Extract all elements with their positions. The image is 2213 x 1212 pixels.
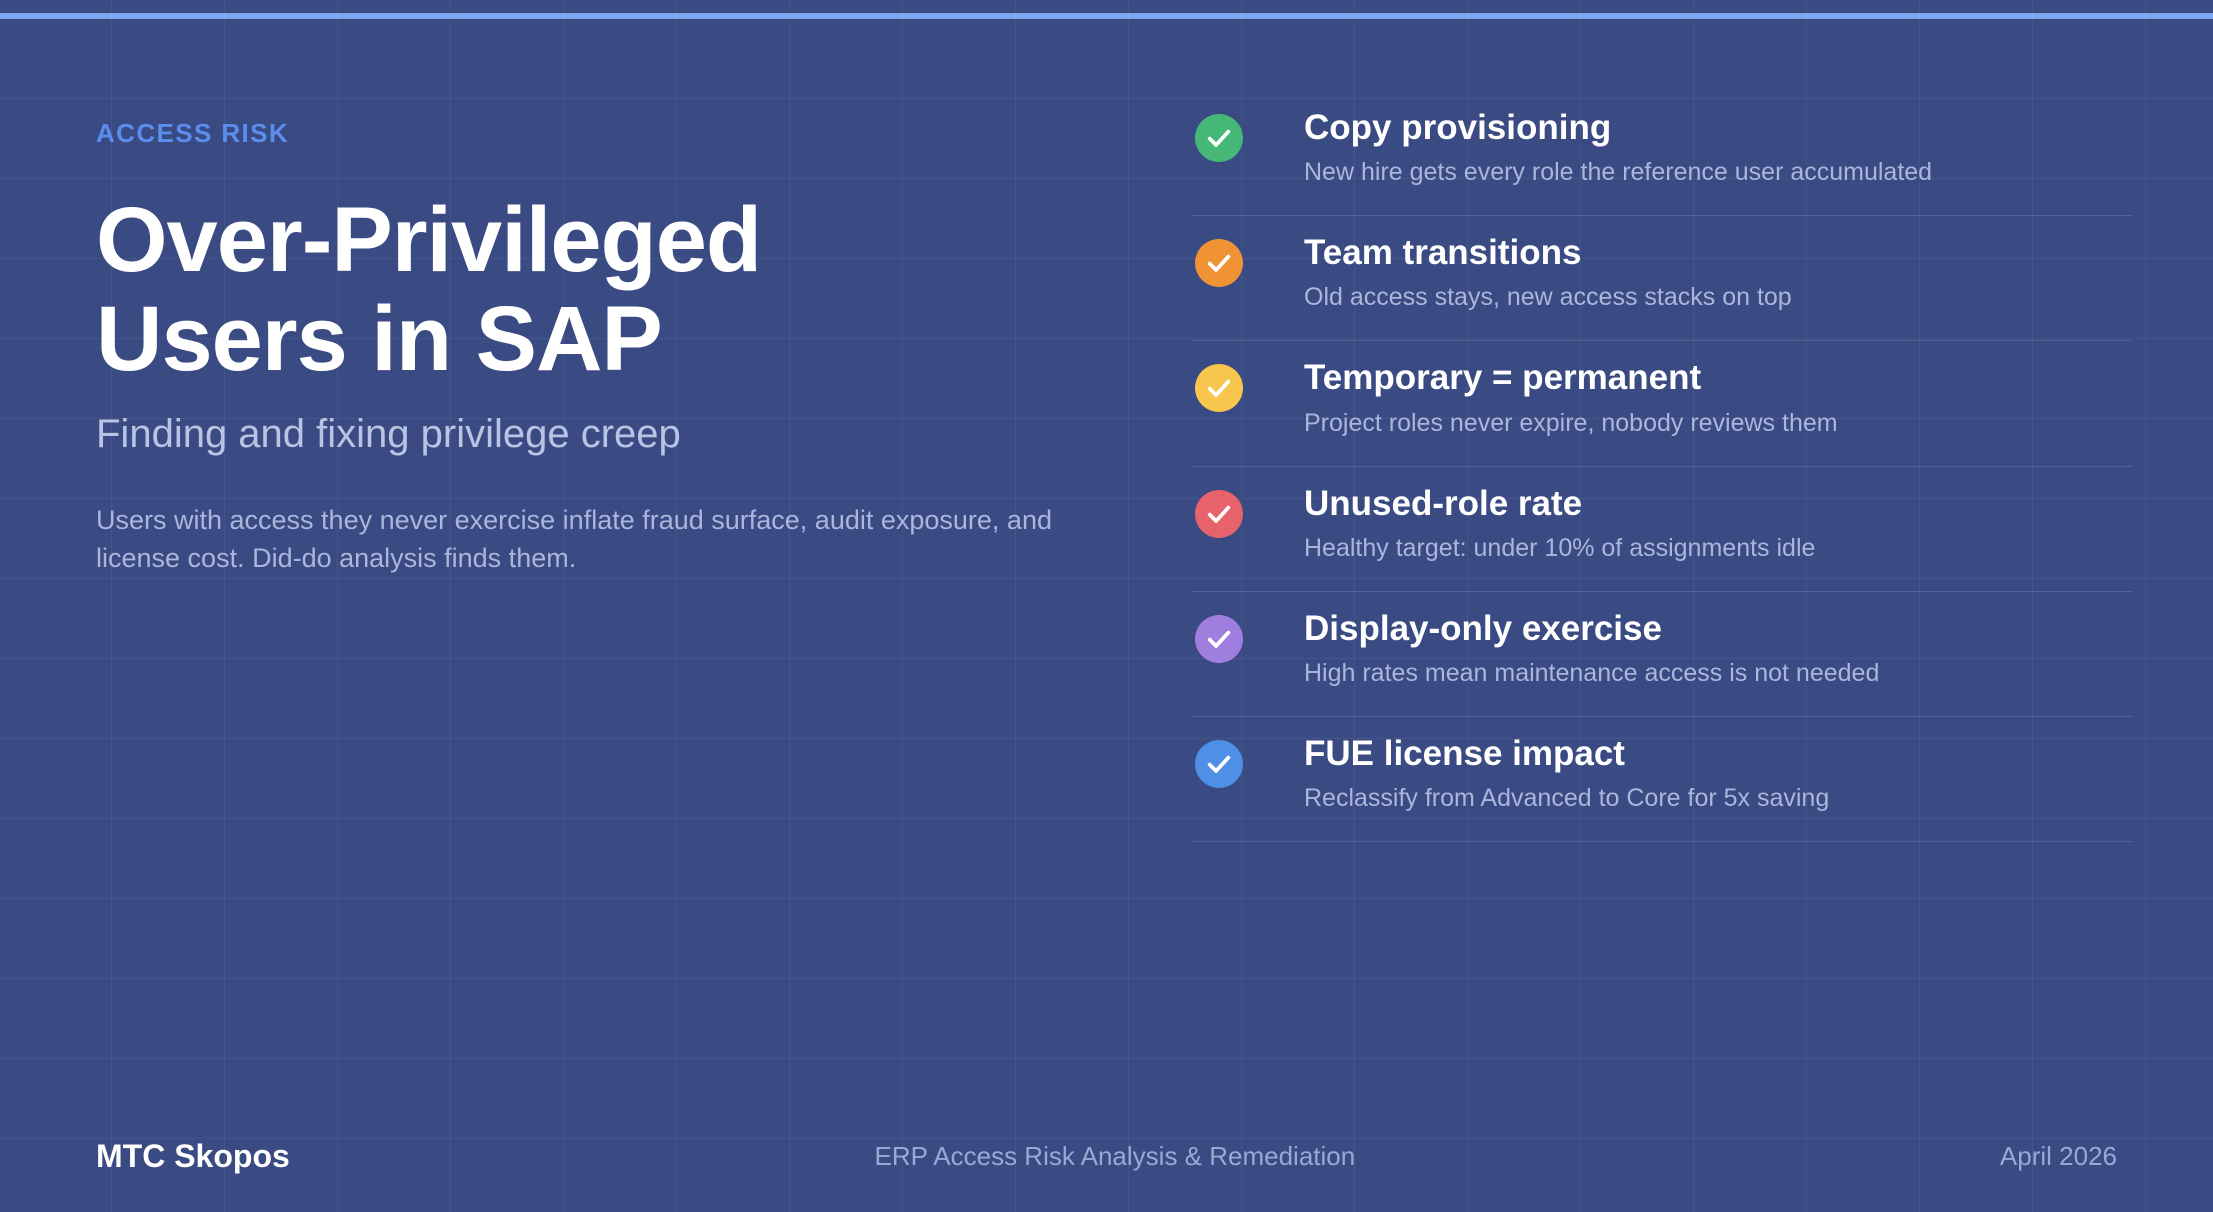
footer-brand: MTC Skopos bbox=[96, 1137, 290, 1174]
list-item[interactable]: FUE license impact Reclassify from Advanc… bbox=[1192, 733, 2132, 843]
check-icon bbox=[1195, 739, 1243, 788]
list-item-description: Old access stays, new access stacks on t… bbox=[1304, 283, 1792, 312]
list-item-description: Healthy target: under 10% of assignments… bbox=[1304, 533, 1816, 562]
list-item-description: New hire gets every role the reference u… bbox=[1304, 158, 1933, 187]
check-icon bbox=[1195, 364, 1243, 413]
list-item-description: High rates mean maintenance access is no… bbox=[1304, 658, 1880, 687]
list-item[interactable]: Temporary = permanent Project roles never… bbox=[1192, 358, 2132, 467]
list-item-title: Temporary = permanent bbox=[1304, 358, 1702, 398]
list-item-description: Reclassify from Advanced to Core for 5x … bbox=[1304, 784, 1830, 813]
subtitle: Finding and fixing privilege creep bbox=[96, 411, 681, 456]
list-item-title: Display-only exercise bbox=[1304, 608, 1662, 648]
list-item-title: Team transitions bbox=[1304, 233, 1582, 273]
top-accent-bar bbox=[0, 13, 2213, 19]
headline-line-1: Over-Privileged bbox=[96, 189, 762, 291]
list-item[interactable]: Team transitions Old access stays, new ac… bbox=[1192, 233, 2132, 342]
list-item-title: FUE license impact bbox=[1304, 733, 1625, 773]
list-item-title: Unused-role rate bbox=[1304, 483, 1583, 523]
list-item-title: Copy provisioning bbox=[1304, 108, 1612, 147]
check-icon bbox=[1195, 614, 1243, 663]
left-column: ACCESS RISK Over-Privileged Users in SAP… bbox=[96, 118, 1106, 577]
footer-subject: ERP Access Risk Analysis & Remediation bbox=[874, 1140, 1356, 1171]
eyebrow-label: ACCESS RISK bbox=[96, 118, 290, 148]
list-item-description: Project roles never expire, nobody revie… bbox=[1304, 408, 1838, 437]
list-item[interactable]: Copy provisioning New hire gets every rol… bbox=[1192, 108, 2132, 217]
check-icon bbox=[1195, 114, 1243, 162]
footer-date: April 2026 bbox=[1999, 1140, 2117, 1171]
footer: MTC Skopos ERP Access Risk Analysis & Re… bbox=[0, 1100, 2213, 1212]
check-icon bbox=[1195, 239, 1243, 288]
list-item[interactable]: Unused-role rate Healthy target: under 10… bbox=[1192, 484, 2132, 592]
list-item[interactable]: Display-only exercise High rates mean mai… bbox=[1192, 609, 2132, 717]
headline-line-2: Users in SAP bbox=[96, 288, 663, 391]
page-title: Over-Privileged Users in SAP bbox=[96, 189, 1106, 391]
check-icon bbox=[1195, 489, 1243, 538]
feature-list: Copy provisioning New hire gets every rol… bbox=[1192, 108, 2132, 859]
body-paragraph: Users with access they never exercise in… bbox=[96, 504, 1052, 574]
